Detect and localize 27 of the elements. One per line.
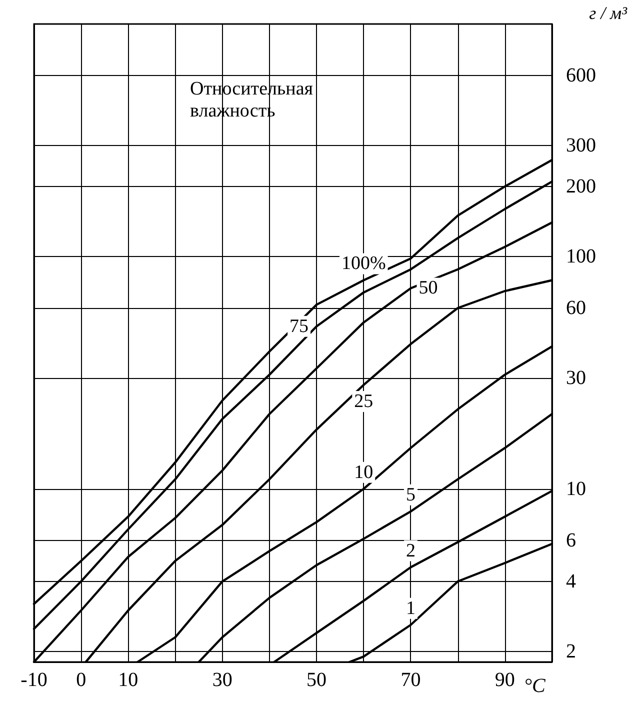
series-label: 2: [406, 540, 416, 562]
y-axis-title: г / м³: [589, 3, 628, 23]
y-tick-label: 10: [566, 478, 586, 500]
y-tick-label: 4: [566, 570, 576, 592]
y-tick-label: 30: [566, 366, 586, 389]
x-tick-label: 0: [76, 669, 86, 691]
x-tick-label: 30: [212, 669, 232, 691]
x-tick-label: 90: [494, 669, 515, 691]
series-label: 50: [418, 278, 438, 299]
series-label: 5: [406, 484, 416, 506]
series-label: 25: [354, 390, 374, 412]
y-tick-label: 2: [566, 640, 576, 662]
y-tick-label: 100: [566, 245, 596, 268]
y-tick-label: 6: [566, 529, 576, 552]
x-tick-label: 50: [306, 669, 327, 691]
y-tick-label: 300: [566, 134, 596, 157]
series-label: 10: [354, 462, 374, 483]
x-tick-label: 70: [400, 669, 421, 691]
series-label: 100%: [341, 253, 386, 274]
x-tick-label: -10: [20, 669, 48, 691]
series-label: 1: [406, 598, 416, 619]
y-tick-label: 600: [566, 64, 596, 87]
series-label: 75: [290, 316, 309, 337]
x-tick-label: 10: [118, 669, 138, 691]
y-tick-label: 200: [566, 175, 596, 198]
x-axis-title: °C: [524, 675, 546, 697]
y-tick-label: 60: [566, 297, 586, 320]
